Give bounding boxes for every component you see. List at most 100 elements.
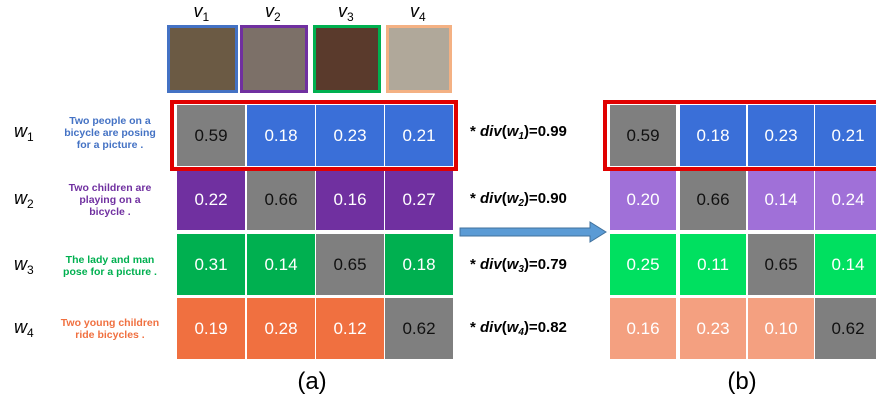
symbol: w <box>14 254 27 274</box>
image-label: v3 <box>338 1 354 24</box>
matrix-cell: 0.23 <box>316 105 384 166</box>
caption: Two people on a bicycle are posing for a p… <box>45 115 175 151</box>
cell-value: 0.20 <box>626 189 660 209</box>
subscript: 1 <box>27 130 34 144</box>
diversity-label: * div(w4)=0.82 <box>470 319 567 338</box>
cell-value: 0.18 <box>696 125 730 145</box>
image-label: v2 <box>265 1 281 24</box>
text: Two young children <box>60 317 160 329</box>
cell-value: 0.27 <box>402 189 436 209</box>
text: 0.99 <box>537 123 567 140</box>
text: playing on a <box>79 194 141 206</box>
matrix-cell: 0.66 <box>247 169 315 230</box>
symbol: v <box>338 1 347 21</box>
matrix-cell: 0.66 <box>680 169 746 230</box>
symbol: w <box>14 121 27 141</box>
cell-value: 0.16 <box>626 318 660 338</box>
subscript: 3 <box>518 264 524 275</box>
matrix-cell: 0.12 <box>316 298 384 359</box>
subscript: 4 <box>518 327 524 338</box>
cell-value: 0.23 <box>696 318 730 338</box>
cell-value: 0.14 <box>264 254 298 274</box>
text: )= <box>523 190 538 207</box>
subscript: 3 <box>27 263 34 277</box>
matrix-cell: 0.22 <box>177 169 245 230</box>
cell-value: 0.23 <box>764 125 798 145</box>
symbol: v <box>410 1 419 21</box>
matrix-cell: 0.14 <box>247 234 315 295</box>
matrix-cell: 0.14 <box>815 234 876 295</box>
text: ( <box>501 190 507 207</box>
caption-line: Two young children <box>45 317 175 329</box>
matrix-cell: 0.19 <box>177 298 245 359</box>
row-label: w3 <box>14 254 34 277</box>
cell-value: 0.23 <box>333 125 367 145</box>
matrix-cell: 0.14 <box>748 169 814 230</box>
panel-label: (b) <box>722 368 762 396</box>
subscript: 4 <box>27 326 34 340</box>
text: Two people on a <box>69 115 151 127</box>
subscript: 1 <box>518 131 524 142</box>
text: bicycle . <box>89 206 131 218</box>
matrix-cell: 0.21 <box>815 105 876 166</box>
cell-value: 0.14 <box>764 189 798 209</box>
cell-value: 0.21 <box>402 125 436 145</box>
matrix-cell: 0.16 <box>316 169 384 230</box>
text: Two children are <box>68 182 152 194</box>
text: * <box>470 123 481 140</box>
matrix-cell: 0.24 <box>815 169 876 230</box>
highlight-box <box>603 100 876 171</box>
text: ( <box>501 256 507 273</box>
image-thumbnail <box>167 25 238 93</box>
text: ( <box>501 123 507 140</box>
cell-value: 0.31 <box>194 254 228 274</box>
matrix-cell: 0.28 <box>247 298 315 359</box>
text: )= <box>523 319 538 336</box>
cell-value: 0.16 <box>333 189 367 209</box>
text: for a picture . <box>76 139 144 151</box>
caption: The lady and man pose for a picture . <box>45 254 175 278</box>
text: div <box>480 256 502 273</box>
text: * <box>470 256 481 273</box>
matrix-cell: 0.23 <box>680 298 746 359</box>
caption-line: ride bicycles . <box>45 329 175 341</box>
cell-value: 0.10 <box>764 318 798 338</box>
subscript: 2 <box>27 197 34 211</box>
symbol: v <box>193 1 203 21</box>
cell-value: 0.59 <box>626 125 660 145</box>
cell-value: 0.66 <box>264 189 298 209</box>
subscript: 2 <box>274 10 281 24</box>
row-label: w1 <box>14 121 34 144</box>
cell-value: 0.62 <box>831 318 865 338</box>
cell-value: 0.18 <box>402 254 436 274</box>
arrow <box>459 221 607 243</box>
subscript: 1 <box>202 10 210 24</box>
text: (a) <box>297 368 327 395</box>
caption-line: The lady and man <box>45 254 175 266</box>
highlight-box <box>170 100 458 171</box>
caption-line: bicycle are posing <box>45 127 175 139</box>
text: w <box>506 319 519 336</box>
text: ( <box>501 319 507 336</box>
cell-value: 0.14 <box>831 254 865 274</box>
text: pose for a picture . <box>63 266 157 278</box>
matrix-cell: 0.10 <box>748 298 814 359</box>
matrix-cell: 0.62 <box>815 298 876 359</box>
matrix-cell: 0.65 <box>748 234 814 295</box>
cell-value: 0.65 <box>764 254 798 274</box>
row-label: w2 <box>14 188 34 211</box>
text: (b) <box>727 368 757 395</box>
text: 0.90 <box>537 190 567 207</box>
matrix-cell: 0.59 <box>610 105 676 166</box>
matrix-cell: 0.31 <box>177 234 245 295</box>
matrix-cell: 0.23 <box>748 105 814 166</box>
caption: Two children are playing on a bicycle . <box>45 182 175 218</box>
cell-value: 0.11 <box>697 254 729 274</box>
caption-line: playing on a <box>45 194 175 206</box>
text: w <box>506 123 519 140</box>
caption-line: bicycle . <box>45 206 175 218</box>
text: w <box>506 190 519 207</box>
symbol: w <box>14 317 27 337</box>
